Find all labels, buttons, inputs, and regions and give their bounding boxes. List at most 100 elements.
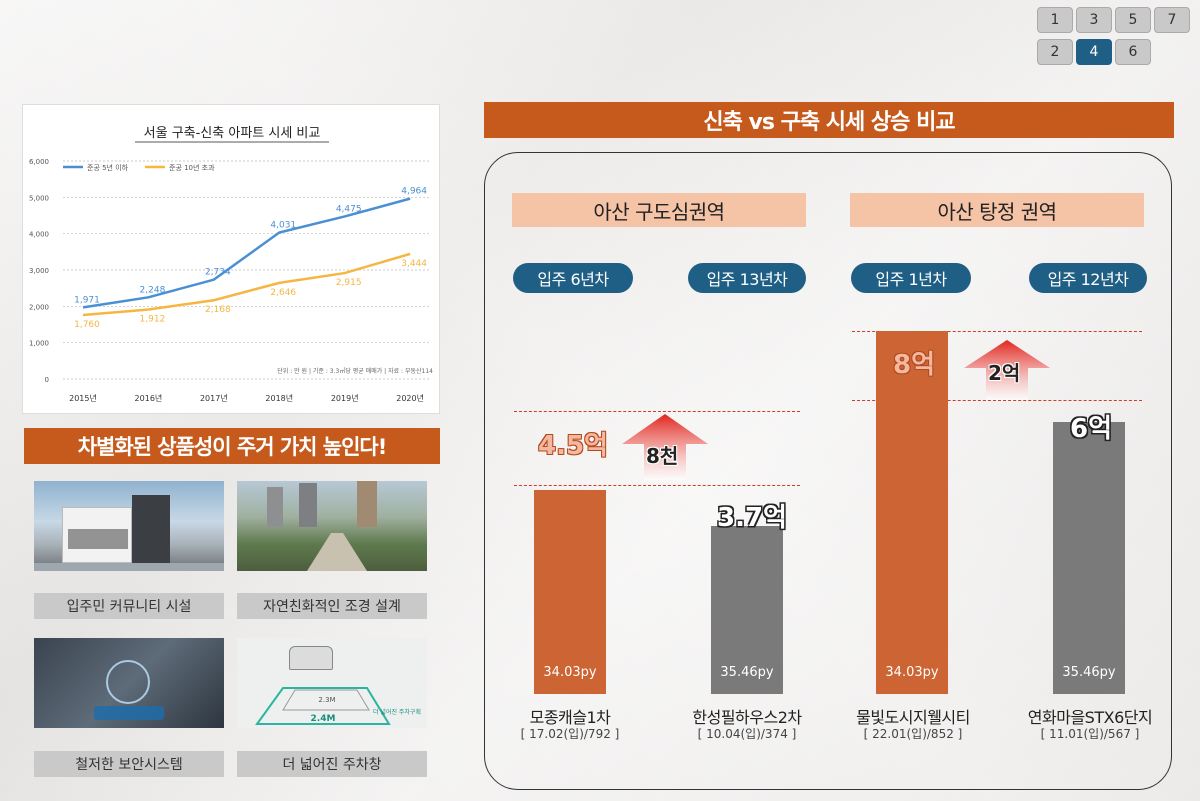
- diff-label-2: 2억: [988, 361, 1021, 385]
- ground-strip: [34, 563, 224, 571]
- wide-width-label: 2.4M: [311, 714, 336, 724]
- phone-shape: [94, 706, 164, 720]
- walkway-shape: [307, 533, 367, 571]
- page-2-button[interactable]: 2: [1037, 39, 1073, 65]
- size-apt-4: 35.46py: [1062, 664, 1116, 680]
- data-label: 2,646: [270, 288, 296, 298]
- ref-line-apt-4: [852, 400, 1142, 401]
- comparison-title: 신축 vs 구축 시세 상승 비교: [484, 102, 1174, 138]
- y-tick-label: 0: [45, 376, 49, 384]
- page-1-button[interactable]: 1: [1037, 7, 1073, 33]
- tower-shape-1: [267, 487, 283, 527]
- page-5-button[interactable]: 5: [1115, 7, 1151, 33]
- data-label: 2,168: [205, 305, 231, 315]
- data-label: 1,912: [140, 315, 166, 325]
- comparison-panel: [484, 152, 1172, 790]
- sub-apt-1: [ 17.02(입)/792 ]: [520, 727, 620, 741]
- name-apt-4: 연화마을STX6단지: [1027, 708, 1153, 727]
- bar-apt-4: 35.46py: [1053, 421, 1125, 694]
- x-tick-label: 2018년: [265, 393, 293, 403]
- name-apt-1: 모종캐슬1차: [529, 708, 611, 727]
- parking-note: 더 넓어진 주차구획: [373, 708, 421, 716]
- y-tick-label: 1,000: [29, 340, 49, 348]
- legend-new: 준공 5년 이하: [87, 163, 129, 172]
- page-4-button[interactable]: 4: [1076, 39, 1112, 65]
- data-label: 2,734: [205, 268, 231, 278]
- y-tick-label: 2,000: [29, 303, 49, 311]
- data-label: 3,444: [401, 259, 427, 269]
- region-old-downtown: 아산 구도심권역: [512, 193, 806, 227]
- ref-line-apt-1: [514, 411, 800, 412]
- page-3-button[interactable]: 3: [1076, 7, 1112, 33]
- slogan-banner: 차별화된 상품성이 주거 가치 높인다!: [24, 428, 440, 464]
- x-tick-label: 2020년: [396, 393, 424, 403]
- size-apt-1: 34.03py: [543, 664, 597, 680]
- fingerprint-icon: [106, 660, 150, 704]
- feature-label-parking: 더 넓어진 주차창: [237, 751, 427, 777]
- page-7-button[interactable]: 7: [1154, 7, 1190, 33]
- x-tick-label: 2016년: [135, 393, 163, 403]
- data-label: 2,915: [336, 278, 362, 288]
- badge-apt-4: 입주 12년차: [1029, 263, 1147, 293]
- wide-spot: [255, 687, 391, 725]
- tower-shape-3: [357, 481, 377, 527]
- data-label: 2,248: [140, 285, 166, 295]
- y-tick-label: 6,000: [29, 158, 49, 166]
- name-apt-3: 물빛도시지웰시티: [856, 708, 970, 727]
- badge-apt-1: 입주 6년차: [513, 263, 633, 293]
- community-photo: [34, 481, 224, 571]
- price-apt-2: 3.7억: [717, 503, 787, 533]
- size-apt-3: 34.03py: [885, 664, 939, 680]
- parking-photo: 2.3M 2.4M 더 넓어진 주차구획: [237, 638, 427, 728]
- tower-shape-2: [299, 483, 317, 527]
- up-arrow-icon-1: [622, 414, 708, 480]
- sub-apt-3: [ 22.01(입)/852 ]: [863, 727, 963, 741]
- chart-title: 서울 구축-신축 아파트 시세 비교: [144, 126, 321, 141]
- price-apt-3: 8억: [893, 350, 936, 380]
- y-tick-label: 5,000: [29, 194, 49, 202]
- page-6-button[interactable]: 6: [1115, 39, 1151, 65]
- landscape-photo: [237, 481, 427, 571]
- parking-diagram: 2.3M 2.4M 더 넓어진 주차구획: [255, 687, 421, 725]
- x-tick-label: 2017년: [200, 393, 228, 403]
- size-apt-2: 35.46py: [720, 664, 774, 680]
- price-apt-4: 6억: [1070, 414, 1113, 444]
- sub-apt-4: [ 11.01(입)/567 ]: [1040, 727, 1140, 741]
- car-icon: [289, 646, 333, 670]
- name-apt-2: 한성필하우스2차: [692, 708, 802, 727]
- bar-apt-3: 34.03py: [876, 330, 948, 694]
- data-label: 4,031: [270, 221, 296, 231]
- diff-label-1: 8천: [646, 444, 679, 468]
- y-tick-label: 4,000: [29, 231, 49, 239]
- tower-shape: [132, 495, 170, 563]
- window-strip: [68, 529, 128, 549]
- legend-old: 준공 10년 초과: [169, 163, 215, 172]
- chart-series: 1,971 2,248 2,734 4,031 4,475 4,964 1,760 1,912…: [74, 187, 427, 330]
- chart-grid: [63, 160, 431, 380]
- y-axis-ticks: 6,000 5,000 4,000 3,000 2,000 1,000 0: [29, 158, 49, 384]
- price-apt-1: 4.5억: [538, 431, 608, 461]
- chart-legend: 준공 5년 이하 준공 10년 초과: [63, 163, 215, 172]
- y-tick-label: 3,000: [29, 267, 49, 275]
- bar-apt-2: 35.46py: [711, 526, 783, 694]
- ref-line-apt-3: [852, 331, 1142, 332]
- data-label: 4,475: [336, 204, 362, 214]
- line-chart-svg: 서울 구축-신축 아파트 시세 비교 6,000 5,000 4,000 3,000 2…: [29, 126, 433, 403]
- x-axis-ticks: 2015년 2016년 2017년 2018년 2019년 2020년: [69, 393, 424, 403]
- sub-apt-2: [ 10.04(입)/374 ]: [697, 727, 797, 741]
- bar-apt-1: 34.03py: [534, 489, 606, 694]
- x-tick-label: 2015년: [69, 393, 97, 403]
- narrow-spot: [282, 689, 370, 711]
- line-chart: 서울 구축-신축 아파트 시세 비교 6,000 5,000 4,000 3,000 2…: [22, 104, 440, 414]
- feature-label-community: 입주민 커뮤니티 시설: [34, 593, 224, 619]
- data-label: 1,971: [74, 295, 100, 305]
- narrow-width-label: 2.3M: [318, 696, 335, 704]
- security-photo: [34, 638, 224, 728]
- ref-line-apt-2: [514, 485, 800, 486]
- feature-label-landscape: 자연친화적인 조경 설계: [237, 593, 427, 619]
- data-label: 1,760: [74, 320, 100, 330]
- up-arrow-icon-2: [964, 340, 1050, 400]
- badge-apt-3: 입주 1년차: [851, 263, 971, 293]
- badge-apt-2: 입주 13년차: [688, 263, 806, 293]
- series-line-old: [82, 252, 411, 317]
